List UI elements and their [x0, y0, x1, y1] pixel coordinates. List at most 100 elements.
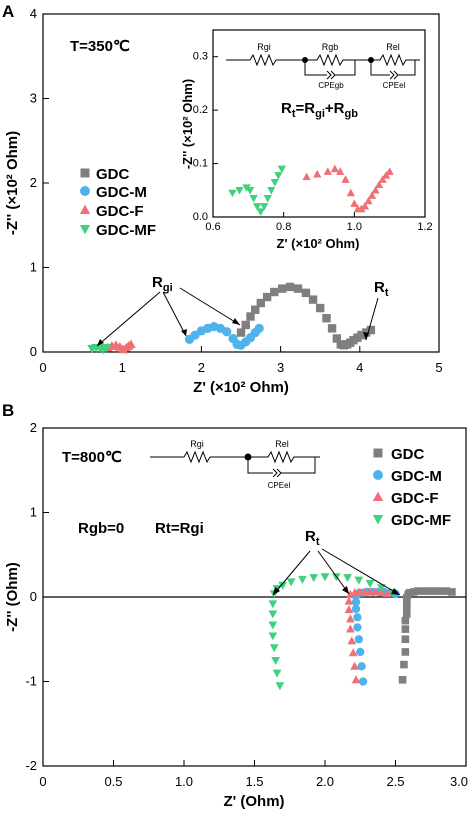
data-point-gdc-mf [309, 574, 319, 583]
legend-marker-gdc-f [372, 491, 384, 502]
y-tick-label: 3 [30, 91, 37, 106]
data-point-gdc-f [350, 661, 359, 670]
panel-b-legend: GDC GDC-M GDC-F GDC-MF [372, 446, 451, 529]
data-point-gdc-mf [278, 581, 288, 590]
x-tick-label: 5 [435, 360, 442, 375]
inset-y-tick-label: 0.1 [193, 158, 208, 170]
equivalent-circuit-b: Rgi Rel CPEel [150, 439, 320, 490]
panel-a-data-points [87, 282, 376, 355]
data-point-gdc [251, 305, 260, 314]
y-tick-label: 0 [30, 589, 37, 604]
legend-marker-gdc-mf [372, 514, 384, 525]
data-point-gdc-m [353, 613, 362, 622]
rt-label: Rt [305, 528, 320, 548]
inset-frame [212, 29, 426, 218]
legend-label-gdc: GDC [96, 166, 130, 183]
data-point-gdc [419, 587, 428, 595]
rt-annotation: Rt [363, 279, 389, 341]
data-point-gdc [236, 328, 246, 337]
x-tick-label: 4 [356, 360, 363, 375]
data-point-gdc [327, 324, 337, 333]
inset-data-point-gdc-f [364, 196, 373, 205]
data-point-gdc-f [344, 596, 354, 605]
data-point-gdc [357, 330, 366, 340]
legend-marker-gdc [373, 448, 383, 458]
legend-marker-gdc [80, 168, 90, 178]
data-point-gdc-mf [377, 584, 386, 593]
inset-data-point-gdc-mf [249, 195, 258, 203]
cpe-el-icon [272, 468, 282, 478]
rgi-annotation: Rgi [96, 274, 241, 347]
circuit-label-rel: Rel [275, 439, 289, 449]
data-point-gdc [431, 587, 439, 595]
legend-marker-gdc-mf [79, 224, 91, 235]
y-tick-label: 0 [30, 344, 37, 359]
inset-data-point-gdc-f [385, 167, 394, 175]
inset-data-point-gdc-f [341, 175, 350, 183]
data-point-gdc-f [371, 587, 381, 596]
x-tick-label: 2.5 [386, 774, 404, 789]
data-point-gdc [448, 588, 456, 596]
data-point-gdc [322, 314, 331, 323]
legend-label-gdc-f: GDC-F [96, 203, 144, 220]
arrow-head [273, 587, 280, 595]
y-axis-title: -Z'' (Ohm) [4, 562, 21, 632]
legend-marker-gdc-m [80, 186, 90, 196]
inset-data-point-gdc-mf [228, 189, 237, 198]
temperature-annotation: T=800℃ [62, 449, 122, 466]
circuit-label-rgi: Rgi [257, 42, 271, 52]
cpe-gb-icon [326, 70, 336, 80]
data-point-gdc-mf [343, 574, 352, 583]
data-point-gdc [402, 603, 411, 611]
legend-label-gdc-mf: GDC-MF [391, 512, 451, 529]
legend-marker-gdc-mf [372, 514, 384, 525]
legend-marker-gdc-m [80, 186, 90, 196]
arrow-head [391, 588, 400, 595]
data-point-gdc-mf [268, 610, 278, 619]
x-tick-label: 0 [39, 360, 46, 375]
data-point-gdc [401, 616, 410, 625]
x-axis-title: Z' (Ohm) [223, 793, 284, 810]
legend-label-gdc-m: GDC-M [96, 184, 147, 201]
inset-data-point-gdc-f [378, 175, 387, 183]
data-point-gdc [246, 312, 255, 321]
panel-b-chart: B 0 0.5 1.0 1.5 2.0 2.5 3.0 -2 -1 0 1 2 … [2, 401, 468, 810]
data-point-gdc [301, 288, 311, 298]
inset-chart: 0.6 0.8 1.0 1.2 0.0 0.1 0.2 0.3 Z' (×10²… [180, 29, 433, 251]
rt-arrow-gdc [321, 548, 401, 596]
data-point-gdc-mf [365, 580, 375, 589]
inset-x-tick-label: 1.2 [417, 221, 432, 233]
data-point-gdc [293, 284, 303, 293]
data-point-gdc-f [360, 587, 369, 596]
note-rt: Rt=Rgi [155, 520, 204, 537]
data-point-gdc [401, 625, 410, 633]
inset-data-point-gdc-f [360, 201, 370, 210]
circuit-label-cpeel: CPEel [383, 81, 406, 90]
inset-y-tick-label: 0.3 [193, 51, 208, 63]
data-point-gdc-f [347, 636, 357, 645]
data-point-gdc [436, 587, 445, 595]
x-tick-label: 3 [277, 360, 284, 375]
data-point-gdc-f [346, 624, 355, 633]
arrow-head [181, 329, 187, 336]
rt-arrow-gdc-f [317, 550, 350, 595]
legend-label-gdc-m: GDC-M [391, 468, 442, 485]
y-tick-label: 1 [30, 505, 37, 520]
inset-x-tick-label: 0.8 [276, 221, 291, 233]
data-point-gdc [316, 303, 325, 313]
y-tick-label: -2 [25, 758, 37, 773]
rgi-arrow-gdc-m [162, 291, 187, 337]
inset-x-tick-label: 1.0 [347, 221, 362, 233]
inset-data-point-gdc-mf [267, 187, 276, 195]
x-tick-label: 2.0 [316, 774, 334, 789]
rt-annotation: Rt [272, 528, 401, 596]
data-point-gdc [285, 282, 295, 292]
cpe-el-icon [389, 70, 399, 80]
data-point-gdc [410, 588, 418, 596]
data-point-gdc-mf [275, 682, 285, 691]
inset-data-point-gdc-mf [235, 187, 244, 195]
circuit-label-rel: Rel [386, 42, 400, 52]
legend-marker-gdc-m [373, 470, 383, 480]
rgi-arrow-gdc-mf [96, 291, 161, 347]
x-tick-label: 1.0 [175, 774, 193, 789]
